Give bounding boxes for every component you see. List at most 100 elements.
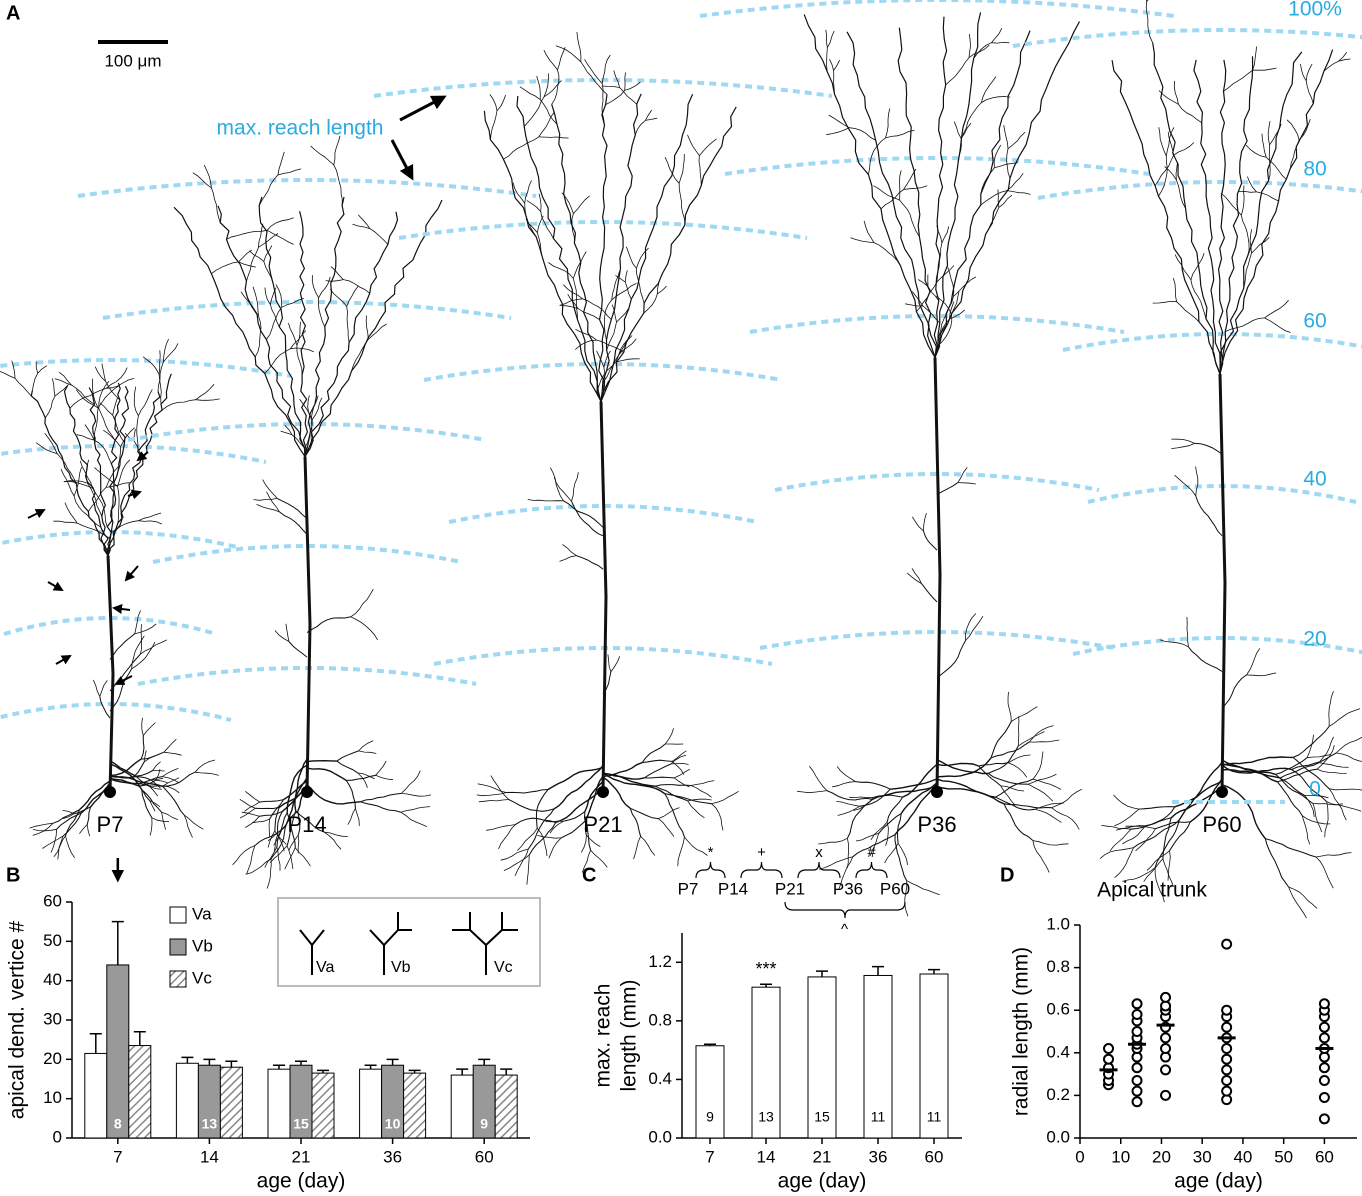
dendrite bbox=[917, 279, 929, 287]
dendrite bbox=[44, 433, 58, 454]
dendrite bbox=[1221, 768, 1276, 776]
dendrite bbox=[92, 679, 101, 697]
dendrite bbox=[336, 750, 359, 762]
dendrite bbox=[99, 402, 113, 416]
dendrite bbox=[934, 12, 982, 358]
dendrite bbox=[1252, 46, 1257, 71]
dendrite bbox=[906, 572, 922, 584]
dendrite bbox=[77, 522, 110, 539]
bar bbox=[128, 1045, 152, 1139]
dendrite bbox=[988, 772, 1029, 785]
dendrite bbox=[65, 835, 75, 859]
dendrite bbox=[1007, 691, 1012, 722]
dendrite bbox=[106, 382, 121, 556]
dendrite bbox=[1246, 648, 1261, 676]
dendrite bbox=[945, 57, 970, 86]
dendrite bbox=[1221, 763, 1281, 779]
dendrite bbox=[106, 373, 172, 556]
dendrite bbox=[269, 845, 288, 863]
dendrite bbox=[355, 808, 360, 826]
dendrite bbox=[524, 180, 532, 204]
dendrite bbox=[1315, 856, 1334, 889]
dendrite bbox=[828, 114, 850, 129]
dendrite bbox=[1190, 279, 1207, 319]
dendrite bbox=[602, 772, 645, 780]
dendrite bbox=[526, 200, 541, 212]
dendrite bbox=[654, 785, 688, 802]
dendrite bbox=[476, 792, 507, 797]
dendrite bbox=[603, 299, 613, 341]
dendrite bbox=[629, 808, 642, 837]
dendrite bbox=[797, 790, 827, 794]
dendrite bbox=[1225, 317, 1265, 332]
inset-box bbox=[277, 897, 541, 987]
dendrite bbox=[998, 194, 1013, 208]
dendrite bbox=[900, 782, 938, 815]
dendrite bbox=[991, 28, 1003, 43]
dendrite bbox=[262, 479, 278, 499]
dendrite bbox=[1288, 886, 1318, 909]
comparison-symbol: x bbox=[815, 844, 823, 861]
arrow bbox=[124, 565, 139, 582]
point bbox=[1318, 1092, 1330, 1104]
dendrite bbox=[299, 211, 309, 457]
dendrite bbox=[850, 237, 874, 243]
percent-label: 100% bbox=[1288, 0, 1342, 21]
age-label: P7 bbox=[97, 812, 124, 837]
dendrite bbox=[1188, 646, 1223, 672]
arrow bbox=[112, 604, 131, 614]
dendrite bbox=[109, 777, 140, 785]
dendrite bbox=[109, 758, 142, 777]
dendrite bbox=[894, 783, 938, 836]
dendrite bbox=[109, 653, 141, 692]
dendrite bbox=[101, 363, 106, 382]
dendrite bbox=[350, 616, 378, 641]
dendrite bbox=[636, 247, 649, 269]
dendrite bbox=[79, 460, 93, 489]
y-tick-label: 0.8 bbox=[648, 1010, 672, 1029]
dendrite bbox=[965, 615, 984, 641]
point bbox=[1131, 1008, 1143, 1020]
point bbox=[1221, 938, 1233, 950]
dendrite bbox=[1318, 762, 1349, 768]
dendrite bbox=[610, 656, 621, 673]
dendrite bbox=[76, 434, 95, 441]
dendrite bbox=[596, 339, 624, 353]
dendrite bbox=[1276, 781, 1303, 816]
dendrite bbox=[245, 790, 260, 803]
dendrite bbox=[1008, 754, 1031, 764]
error-bar bbox=[760, 983, 772, 988]
dendrite bbox=[105, 381, 121, 401]
dendrite bbox=[1114, 808, 1140, 827]
dendrite bbox=[141, 789, 153, 818]
dendrite bbox=[690, 780, 715, 786]
dendrite bbox=[543, 73, 549, 97]
dendrite bbox=[855, 781, 891, 790]
dendrite bbox=[555, 45, 582, 63]
dendrite bbox=[949, 301, 955, 320]
error-bar bbox=[317, 1069, 329, 1074]
dendrite bbox=[837, 805, 860, 816]
dendrite bbox=[826, 127, 850, 136]
percent-label: 60 bbox=[1303, 310, 1326, 333]
dendrite bbox=[968, 44, 990, 59]
dendrite bbox=[277, 834, 285, 852]
dendrite bbox=[540, 211, 554, 239]
dendrite bbox=[607, 654, 612, 673]
error-bar bbox=[408, 1069, 421, 1074]
dendrite bbox=[549, 467, 564, 502]
dendrite bbox=[194, 771, 219, 776]
dendrite bbox=[346, 285, 359, 307]
dendrite bbox=[575, 328, 597, 341]
dendrite bbox=[658, 807, 680, 819]
dendrite bbox=[284, 847, 296, 870]
dendrite bbox=[195, 384, 215, 401]
dendrite bbox=[1251, 237, 1270, 254]
dendrite bbox=[571, 472, 579, 502]
dendrite bbox=[624, 281, 632, 300]
dendrite bbox=[600, 106, 737, 402]
dendrite bbox=[84, 424, 95, 441]
dendrite bbox=[826, 47, 828, 72]
dendrite bbox=[1328, 708, 1361, 727]
y-tick-label: 0.0 bbox=[648, 1127, 672, 1146]
